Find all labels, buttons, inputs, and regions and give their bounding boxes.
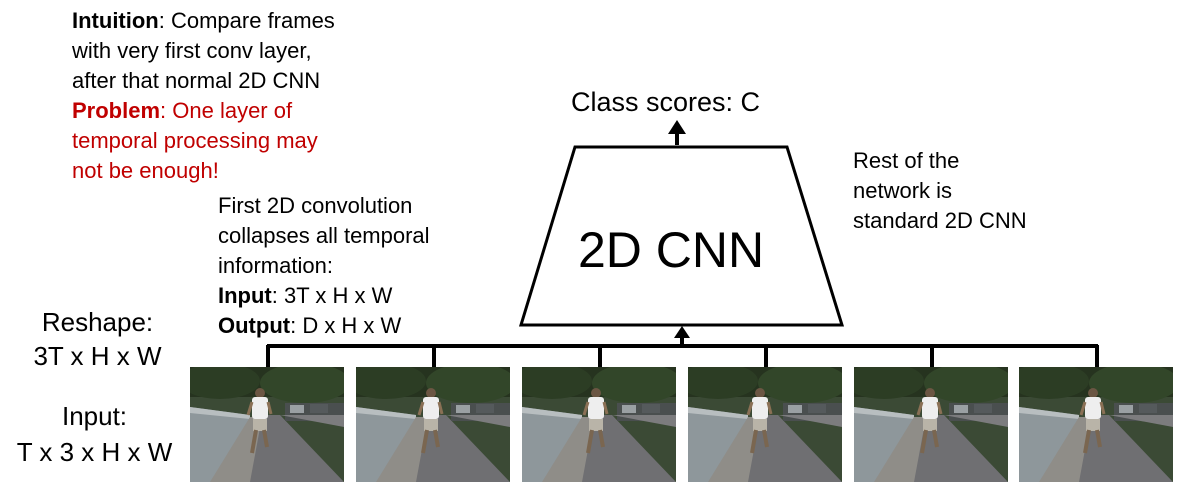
first-conv-input-value: : 3T x H x W — [271, 283, 393, 308]
first-conv-input-label: Input — [218, 283, 272, 308]
rest-line-2: network is — [853, 178, 953, 203]
first-conv-output-label: Output — [218, 313, 291, 338]
class-scores-label: Class scores: C — [571, 87, 761, 117]
rest-line-3: standard 2D CNN — [853, 208, 1027, 233]
problem-line-1: Problem: One layer of — [72, 96, 292, 126]
cnn-label: 2D CNN — [578, 222, 765, 278]
problem-label: Problem — [72, 98, 161, 123]
input-line-1: Input: — [61, 401, 128, 431]
output-arrow-head — [668, 120, 686, 134]
first-conv-line-3: information: — [218, 253, 333, 278]
intuition-line-1: Intuition: Compare frames — [72, 6, 335, 36]
first-conv-output: Output: D x H x W — [218, 311, 401, 341]
reshape-line-2: 3T x H x W — [33, 341, 162, 371]
input-arrow-head — [674, 326, 690, 338]
first-conv-output-value: : D x H x W — [290, 313, 402, 338]
reshape-line-1: Reshape: — [41, 307, 154, 337]
intuition-text-1: : Compare frames — [158, 8, 335, 33]
first-conv-line-2: collapses all temporal — [218, 223, 430, 248]
input-line-2: T x 3 x H x W — [16, 437, 173, 467]
frame-6 — [1019, 367, 1173, 482]
intuition-line-2: with very first conv layer, — [72, 38, 312, 63]
frame-4 — [688, 367, 842, 482]
problem-line-3: not be enough! — [72, 158, 219, 183]
intuition-line-3: after that normal 2D CNN — [72, 68, 321, 93]
first-conv-line-1: First 2D convolution — [218, 193, 413, 218]
frame-3 — [522, 367, 676, 482]
first-conv-input: Input: 3T x H x W — [218, 281, 392, 311]
frame-2 — [356, 367, 510, 482]
problem-text-1: : One layer of — [160, 98, 293, 123]
rest-line-1: Rest of the — [853, 148, 960, 173]
frame-1 — [190, 367, 344, 482]
cnn-trapezoid — [518, 145, 845, 327]
intuition-label: Intuition — [72, 8, 159, 33]
frame-5 — [854, 367, 1008, 482]
problem-line-2: temporal processing may — [72, 128, 318, 153]
